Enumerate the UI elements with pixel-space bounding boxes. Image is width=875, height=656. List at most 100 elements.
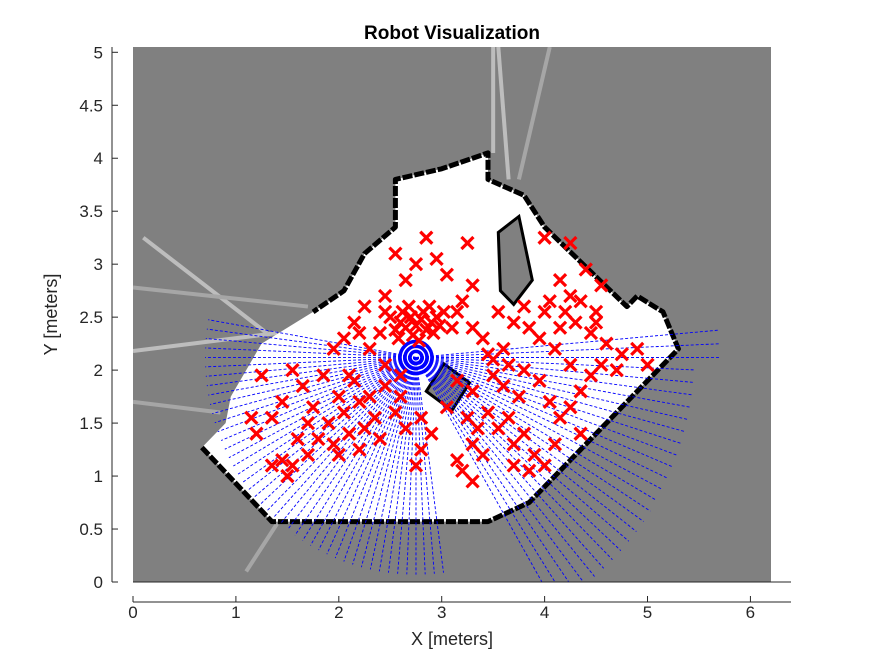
y-tick-label: 0.5 bbox=[79, 520, 103, 539]
x-tick-label: 6 bbox=[746, 603, 755, 622]
particle-point bbox=[578, 262, 593, 277]
y-tick-label: 1.5 bbox=[79, 414, 103, 433]
scan-ray bbox=[415, 329, 719, 358]
particle-point bbox=[439, 400, 454, 415]
particle-point bbox=[516, 299, 532, 314]
map-streak bbox=[142, 236, 268, 335]
particle-point bbox=[450, 304, 465, 319]
map-streak bbox=[133, 399, 221, 415]
particle-point bbox=[501, 357, 516, 372]
particle-point bbox=[331, 447, 346, 463]
particle-point bbox=[424, 426, 439, 441]
particle-point bbox=[419, 230, 434, 245]
scan-ray bbox=[415, 356, 692, 396]
particle-point bbox=[377, 304, 393, 319]
particle-point bbox=[614, 347, 629, 362]
particle-point bbox=[573, 294, 588, 309]
particle-point bbox=[393, 368, 408, 383]
particle-point bbox=[465, 320, 480, 335]
map-streak bbox=[516, 47, 552, 180]
scan-ray bbox=[415, 356, 694, 371]
scan-ray bbox=[228, 357, 417, 459]
scan-ray bbox=[205, 347, 417, 358]
particle-point bbox=[465, 278, 480, 293]
particle-point bbox=[244, 410, 259, 425]
particle-point bbox=[347, 315, 362, 330]
particle-point bbox=[413, 410, 429, 425]
map-streak bbox=[496, 47, 511, 180]
particle-point bbox=[563, 400, 578, 415]
scan-ray bbox=[209, 356, 417, 405]
y-tick-label: 1 bbox=[94, 467, 103, 486]
particle-point bbox=[398, 421, 413, 436]
particle-point bbox=[465, 474, 480, 489]
scan-ray bbox=[415, 356, 678, 456]
scan-rays bbox=[205, 319, 720, 582]
chart-title: Robot Visualization bbox=[364, 23, 540, 44]
particle-point bbox=[527, 447, 542, 463]
scan-ray bbox=[220, 356, 417, 441]
particle-point bbox=[563, 235, 578, 251]
particle-point bbox=[362, 341, 377, 357]
scan-ray bbox=[415, 357, 613, 560]
scan-ray bbox=[205, 338, 417, 358]
particle-point bbox=[609, 362, 624, 378]
particle-point bbox=[522, 320, 537, 335]
particle-point bbox=[331, 389, 346, 404]
particle-point bbox=[552, 410, 568, 425]
particle-point bbox=[290, 431, 305, 447]
particle-point bbox=[599, 336, 614, 351]
particle-point bbox=[537, 304, 552, 319]
y-tick-label: 3.5 bbox=[79, 202, 103, 221]
scan-ray bbox=[287, 357, 417, 530]
y-tick-label: 4.5 bbox=[79, 96, 103, 115]
particle-point bbox=[450, 373, 465, 388]
particle-point bbox=[264, 458, 280, 473]
particle-point bbox=[367, 410, 382, 425]
particle-point bbox=[542, 294, 557, 309]
scan-ray bbox=[415, 357, 556, 582]
particle-point bbox=[429, 251, 444, 267]
x-tick-label: 0 bbox=[128, 603, 137, 622]
particle-point bbox=[398, 272, 413, 288]
particle-point bbox=[450, 453, 465, 468]
scan-ray bbox=[406, 357, 417, 575]
particle-point bbox=[439, 267, 454, 282]
particle-point bbox=[475, 447, 491, 463]
particle-point bbox=[558, 304, 573, 319]
particle-point bbox=[336, 331, 352, 346]
scan-ray bbox=[415, 357, 622, 551]
particle-point bbox=[422, 299, 437, 314]
particle-point bbox=[352, 442, 367, 457]
particle-point bbox=[413, 442, 429, 457]
particle-point bbox=[475, 331, 491, 346]
scan-ray bbox=[415, 356, 688, 420]
particle-point bbox=[573, 426, 588, 441]
particle-point bbox=[264, 410, 280, 425]
scan-ray bbox=[415, 357, 426, 575]
particle-point bbox=[254, 368, 269, 383]
particle-point bbox=[470, 421, 485, 436]
particle-point bbox=[326, 437, 341, 452]
map-streak bbox=[244, 522, 279, 573]
scan-ray bbox=[415, 357, 543, 582]
particle-point bbox=[280, 468, 295, 484]
particle-point bbox=[465, 384, 480, 399]
y-tick-label: 2 bbox=[94, 361, 103, 380]
scan-ray bbox=[208, 319, 417, 358]
particle-point bbox=[460, 410, 475, 425]
axes: 0 1 2 3 4 5 6 0 0.5 1 1.5 2 2.5 3 3.5 4 4.5 5 bbox=[79, 43, 791, 622]
particle-point bbox=[411, 333, 427, 348]
particle-point bbox=[300, 447, 316, 463]
particle-point bbox=[491, 304, 506, 319]
particle-point bbox=[362, 389, 377, 404]
particle-point bbox=[341, 426, 357, 441]
particle-point bbox=[542, 394, 557, 410]
particle-point bbox=[401, 299, 416, 314]
scan-ray bbox=[415, 357, 630, 542]
particle-point bbox=[249, 426, 264, 441]
particle-point bbox=[532, 373, 547, 388]
particle-point bbox=[377, 378, 393, 394]
particle-point bbox=[568, 315, 583, 330]
